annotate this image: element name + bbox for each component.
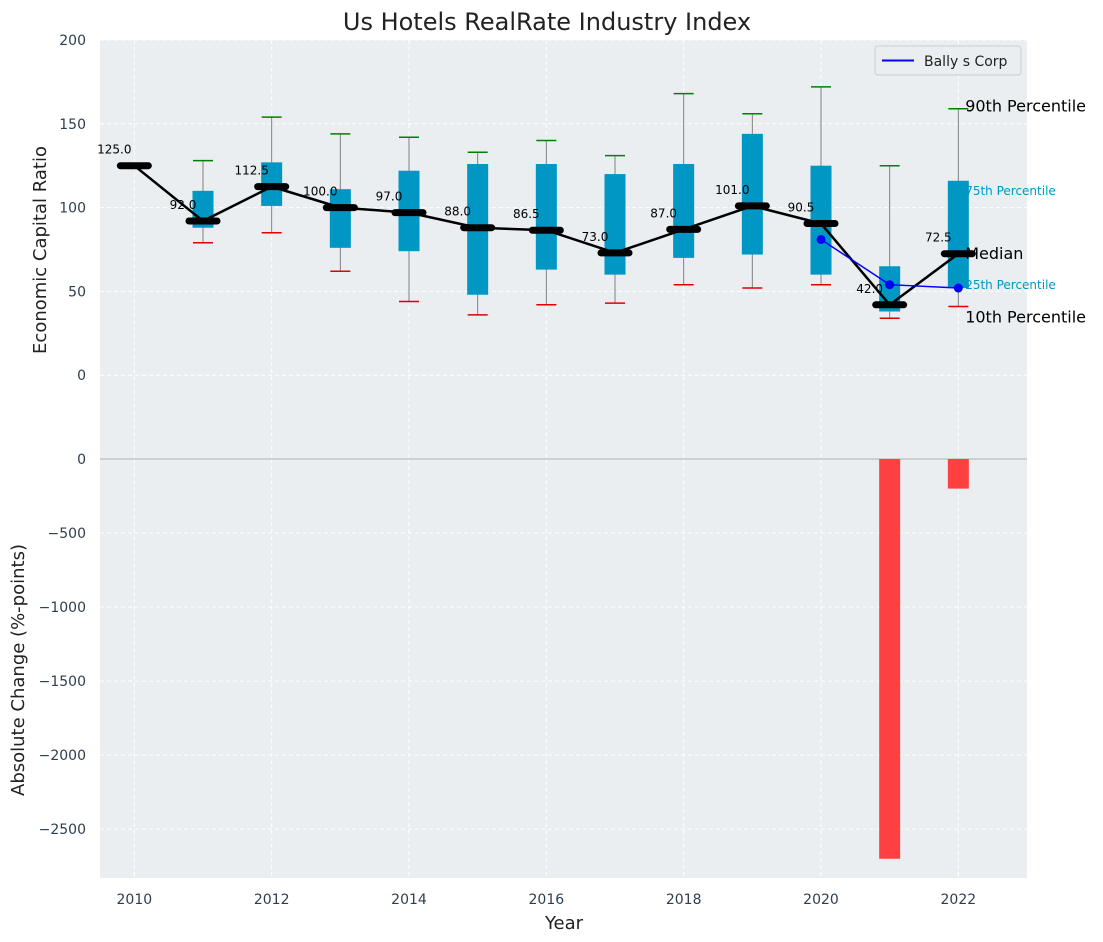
- x-ticks: 2010 2012 2014 2016 2018 2020 2022: [117, 892, 977, 908]
- x-tick-label: 2014: [391, 892, 427, 908]
- median-data-label: 125.0: [97, 143, 131, 157]
- legend-box: [874, 45, 1022, 76]
- bottom-y-tick-label: −2000: [39, 748, 86, 764]
- top-plot-background: [100, 40, 1027, 459]
- percentile-annotations: 90th Percentile 75th Percentile Median 25th…: [965, 96, 1086, 326]
- top-y-tick-label: 100: [59, 201, 86, 217]
- median-data-label: 42.0: [856, 282, 883, 296]
- bottom-y-tick-label: −1000: [39, 600, 86, 616]
- x-tick-label: 2022: [941, 892, 977, 908]
- median-data-label: 86.5: [513, 207, 540, 221]
- company-point: [953, 283, 963, 293]
- x-tick-label: 2016: [529, 892, 565, 908]
- box-iqr: [741, 133, 763, 255]
- median-series: 125.0 92.0 112.5 100.0 97.0 88.0 86.5 73.0 87.0 1…: [97, 143, 976, 309]
- company-point: [816, 234, 826, 244]
- chart-title: Us Hotels RealRate Industry Index: [343, 8, 751, 36]
- percentile-annotation: 25th Percentile: [965, 278, 1056, 292]
- bottom-y-tick-label: −1500: [39, 674, 86, 690]
- median-data-label: 97.0: [376, 190, 403, 204]
- percentile-annotation: 75th Percentile: [965, 184, 1056, 198]
- top-y-tick-label: 200: [59, 33, 86, 49]
- median-data-label: 100.0: [303, 185, 337, 199]
- box-iqr: [329, 189, 351, 248]
- bar-marks: [879, 459, 969, 859]
- legend: Bally s Corp: [874, 45, 1022, 76]
- bottom-y-tick-label: −2500: [39, 822, 86, 838]
- bottom-gridlines: [100, 458, 1027, 878]
- company-point: [885, 280, 895, 290]
- box-iqr: [535, 164, 557, 270]
- top-y-axis-title: Economic Capital Ratio: [30, 146, 51, 354]
- bar: [947, 459, 969, 489]
- legend-label: Bally s Corp: [924, 54, 1008, 70]
- box-plot-marks: [192, 86, 969, 319]
- median-data-label: 112.5: [234, 164, 268, 178]
- box-iqr: [604, 174, 626, 275]
- median-data-label: 73.0: [582, 230, 609, 244]
- box-iqr: [673, 164, 695, 258]
- x-tick-label: 2010: [117, 892, 153, 908]
- median-data-label: 90.5: [788, 201, 815, 215]
- top-y-ticks: 0 50 100 150 200: [59, 33, 86, 384]
- bottom-plot-background: [100, 459, 1027, 878]
- bottom-y-tick-label: 0: [77, 452, 86, 468]
- top-gridlines: [100, 39, 1027, 459]
- top-y-tick-label: 150: [59, 117, 86, 133]
- median-data-label: 88.0: [444, 205, 471, 219]
- x-tick-label: 2020: [803, 892, 839, 908]
- top-y-tick-label: 50: [68, 284, 86, 300]
- company-series: [816, 234, 963, 293]
- median-data-label: 92.0: [170, 198, 197, 212]
- percentile-annotation: 90th Percentile: [965, 96, 1086, 115]
- x-tick-label: 2012: [254, 892, 290, 908]
- percentile-annotation: 10th Percentile: [965, 308, 1086, 327]
- percentile-annotation: Median: [965, 244, 1023, 263]
- median-data-label: 87.0: [650, 206, 677, 220]
- median-data-label: 101.0: [715, 183, 749, 197]
- median-data-label: 72.5: [925, 231, 952, 245]
- x-tick-label: 2018: [666, 892, 702, 908]
- bottom-y-tick-label: −500: [48, 526, 86, 542]
- bottom-y-axis-title: Absolute Change (%-points): [8, 544, 29, 796]
- bottom-y-ticks: 0 −500 −1000 −1500 −2000 −2500: [39, 452, 86, 838]
- x-axis-title: Year: [544, 913, 584, 934]
- top-y-tick-label: 0: [77, 368, 86, 384]
- box-iqr: [947, 180, 969, 289]
- bar: [879, 459, 901, 859]
